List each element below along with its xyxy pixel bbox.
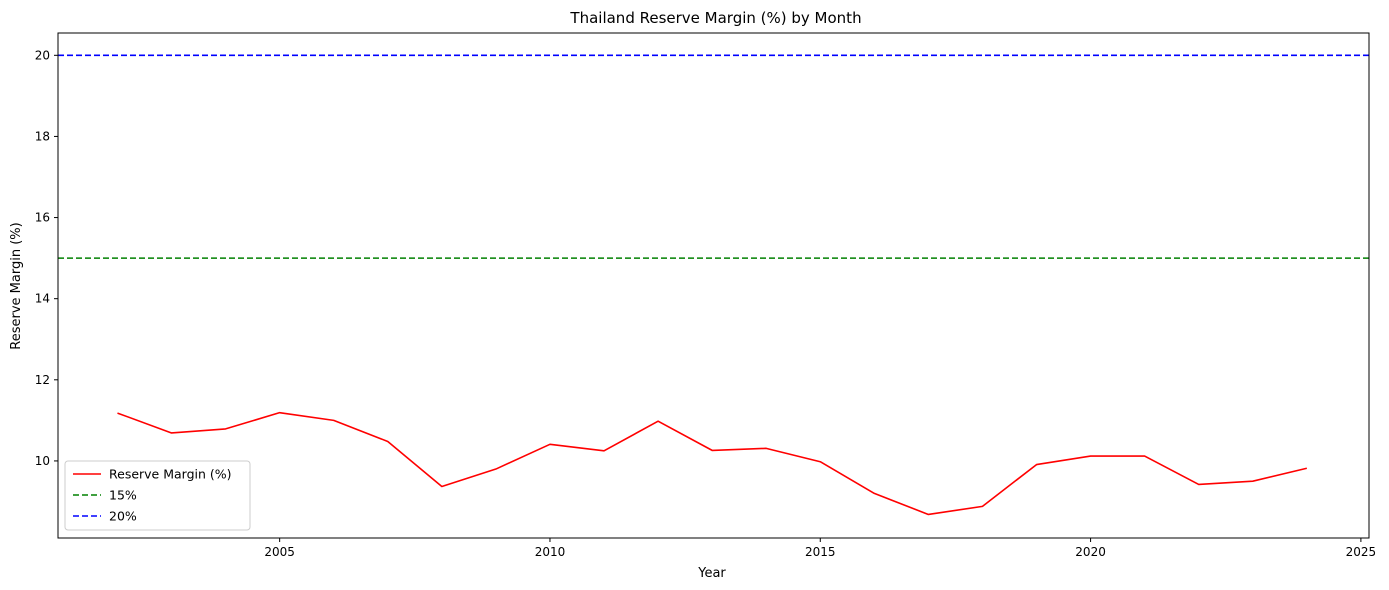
y-tick-label: 16: [35, 211, 50, 225]
plot-area: [57, 32, 1370, 539]
data-point: [495, 468, 497, 470]
data-point: [711, 449, 713, 451]
legend-label: 20%: [109, 509, 137, 524]
data-point: [981, 505, 983, 507]
y-axis: 10 12 14 16 18 20: [35, 48, 58, 468]
data-point: [603, 450, 605, 452]
data-point: [1198, 483, 1200, 485]
data-point: [333, 419, 335, 421]
x-tick-label: 2010: [535, 545, 566, 559]
series-line-reserve-margin: [117, 411, 1308, 516]
y-tick-label: 18: [35, 129, 50, 143]
chart-title: Thailand Reserve Margin (%) by Month: [569, 9, 861, 27]
data-point: [1035, 463, 1037, 465]
data-point: [170, 432, 172, 434]
x-axis: 2005 2010 2015 2020 2025: [264, 538, 1376, 559]
y-tick-label: 10: [35, 454, 50, 468]
data-point: [873, 492, 875, 494]
data-point: [1252, 480, 1254, 482]
data-point: [224, 428, 226, 430]
legend: Reserve Margin (%) 15% 20%: [64, 460, 251, 531]
legend-label: Reserve Margin (%): [109, 467, 232, 482]
data-point: [927, 513, 929, 515]
y-axis-label: Reserve Margin (%): [9, 222, 24, 349]
data-point: [1089, 455, 1091, 457]
data-point: [116, 412, 118, 414]
data-point: [441, 485, 443, 487]
y-tick-label: 20: [35, 48, 50, 62]
y-tick-label: 14: [35, 292, 50, 306]
x-axis-label: Year: [697, 566, 726, 581]
data-point: [278, 411, 280, 413]
x-tick-label: 2020: [1075, 545, 1106, 559]
data-point: [819, 461, 821, 463]
x-tick-label: 2005: [264, 545, 295, 559]
data-point: [1143, 455, 1145, 457]
data-point: [387, 440, 389, 442]
plot-frame: [57, 32, 1370, 539]
data-point: [765, 447, 767, 449]
y-tick-label: 12: [35, 373, 50, 387]
x-tick-label: 2015: [805, 545, 836, 559]
legend-label: 15%: [109, 488, 137, 503]
data-point: [1306, 467, 1308, 469]
legend-box: [64, 460, 251, 531]
data-point: [657, 420, 659, 422]
data-point: [549, 443, 551, 445]
x-tick-label: 2025: [1346, 545, 1377, 559]
